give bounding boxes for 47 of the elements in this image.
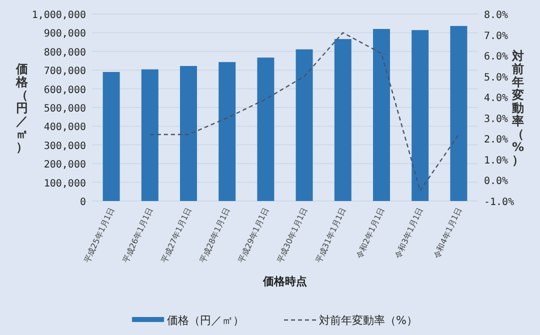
y2-tick-label: 0.0% (484, 176, 508, 188)
bar (218, 62, 236, 201)
bar (412, 30, 429, 201)
y2-tick-label: 6.0% (484, 52, 508, 63)
y-tick-label: 800,000 (44, 47, 86, 58)
y2-tick-label: 2.0% (484, 134, 508, 146)
legend-label: 価格（円／㎡） (167, 314, 244, 327)
x-tick-label: 平成30年1月1日 (275, 206, 310, 265)
bar (373, 28, 390, 201)
legend-label: 対前年変動率（%） (319, 314, 418, 327)
x-tick-label: 平成27年1月1日 (160, 206, 194, 265)
y-tick-label: 700,000 (44, 66, 86, 78)
y2-tick-label: 8.0% (484, 10, 508, 21)
bar (334, 39, 352, 201)
y-tick-label: 1,000,000 (32, 10, 86, 21)
y2-tick-label: 3.0% (484, 114, 508, 125)
bar (141, 69, 158, 201)
y-tick-label: 500,000 (44, 104, 86, 114)
x-tick-label: 平成28年1月1日 (198, 206, 232, 265)
y-axis-title: 価格（円／㎡） (15, 62, 29, 154)
line-series (149, 32, 460, 192)
x-tick-label: 平成26年1月1日 (121, 206, 155, 265)
y-tick-label: 300,000 (44, 140, 86, 152)
x-tick-label: 令和2年1月1日 (354, 206, 386, 260)
x-tick-label: 平成29年1月1日 (236, 206, 271, 265)
y-tick-label: 600,000 (44, 84, 86, 96)
bar (102, 72, 120, 201)
y2-tick-label: -1.0% (484, 197, 514, 208)
y-tick-label: 200,000 (44, 160, 86, 171)
y-tick-label: 400,000 (44, 122, 86, 134)
x-tick-label: 令和3年1月1日 (393, 206, 425, 260)
y2-tick-label: 5.0% (484, 72, 508, 84)
y2-tick-label: 4.0% (484, 93, 508, 104)
x-axis-title: 価格時点 (262, 275, 307, 288)
x-tick-label: 平成25年1月1日 (82, 206, 116, 265)
y2-tick-label: 7.0% (484, 30, 508, 42)
bar (296, 49, 313, 201)
y-tick-label: 0 (80, 197, 86, 208)
bar (257, 58, 274, 201)
x-tick-label: 平成31年1月1日 (314, 206, 348, 265)
bar (450, 26, 468, 201)
y-tick-label: 900,000 (44, 28, 86, 40)
x-tick-label: 令和4年1月1日 (432, 206, 464, 260)
text: 対前年変動率（%） (512, 49, 524, 167)
bar (180, 66, 197, 201)
y2-tick-label: 1.0% (484, 155, 508, 166)
y-tick-label: 100,000 (44, 178, 86, 190)
